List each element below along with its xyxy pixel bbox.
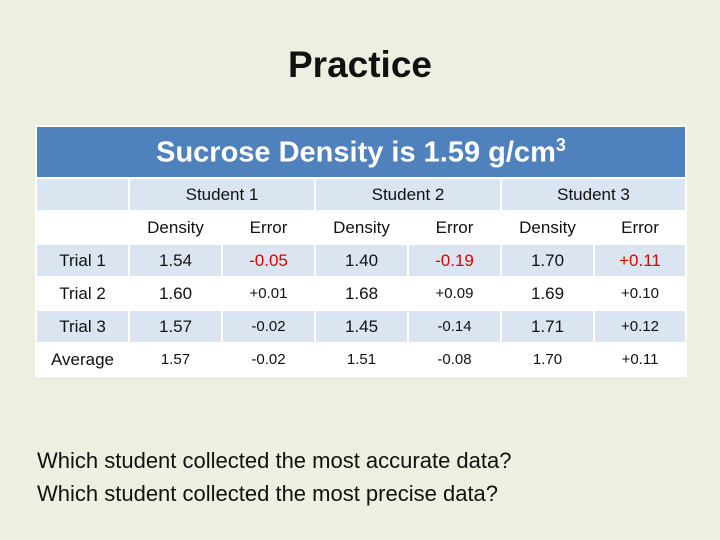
error-cell: -0.02	[221, 309, 316, 344]
sub-header: Density	[500, 210, 595, 245]
slide-title: Practice	[288, 44, 432, 85]
error-cell: -0.19	[407, 243, 502, 278]
row-label: Trial 3	[35, 309, 130, 344]
table-row: Average 1.57 -0.02 1.51 -0.08 1.70 +0.11	[35, 342, 687, 377]
table-row: Trial 1 1.54 -0.05 1.40 -0.19 1.70 +0.11	[35, 243, 687, 278]
empty-corner	[35, 210, 130, 245]
density-cell: 1.60	[128, 276, 223, 311]
density-cell: 1.71	[500, 309, 595, 344]
table-header: Sucrose Density is 1.59 g/cm3	[35, 125, 687, 179]
row-label: Trial 1	[35, 243, 130, 278]
error-cell: -0.08	[407, 342, 502, 377]
student-1-header: Student 1	[128, 177, 316, 212]
density-cell: 1.54	[128, 243, 223, 278]
error-cell: +0.09	[407, 276, 502, 311]
density-cell: 1.51	[314, 342, 409, 377]
density-cell: 1.45	[314, 309, 409, 344]
sub-header: Error	[593, 210, 687, 245]
error-cell: +0.12	[593, 309, 687, 344]
density-cell: 1.40	[314, 243, 409, 278]
error-cell: -0.02	[221, 342, 316, 377]
sub-header: Error	[407, 210, 502, 245]
density-cell: 1.70	[500, 342, 595, 377]
error-cell: +0.11	[593, 243, 687, 278]
students-row: Student 1 Student 2 Student 3	[35, 177, 687, 212]
density-cell: 1.68	[314, 276, 409, 311]
empty-corner	[35, 177, 130, 212]
row-label: Average	[35, 342, 130, 377]
questions: Which student collected the most accurat…	[37, 444, 511, 510]
sub-header: Density	[314, 210, 409, 245]
student-2-header: Student 2	[314, 177, 502, 212]
sub-header: Error	[221, 210, 316, 245]
density-cell: 1.69	[500, 276, 595, 311]
question-precision: Which student collected the most precise…	[37, 481, 499, 506]
row-label: Trial 2	[35, 276, 130, 311]
question-accuracy: Which student collected the most accurat…	[37, 448, 512, 473]
student-3-header: Student 3	[500, 177, 687, 212]
table-row: Trial 2 1.60 +0.01 1.68 +0.09 1.69 +0.10	[35, 276, 687, 311]
density-table: Sucrose Density is 1.59 g/cm3 Student 1 …	[35, 125, 687, 377]
table-header-text: Sucrose Density is 1.59 g/cm	[156, 136, 556, 169]
density-cell: 1.70	[500, 243, 595, 278]
error-cell: +0.10	[593, 276, 687, 311]
error-cell: +0.11	[593, 342, 687, 377]
error-cell: -0.14	[407, 309, 502, 344]
table-header-superscript: 3	[555, 134, 566, 155]
error-cell: +0.01	[221, 276, 316, 311]
error-cell: -0.05	[221, 243, 316, 278]
subheader-row: Density Error Density Error Density Erro…	[35, 210, 687, 245]
sub-header: Density	[128, 210, 223, 245]
density-cell: 1.57	[128, 309, 223, 344]
density-cell: 1.57	[128, 342, 223, 377]
table-row: Trial 3 1.57 -0.02 1.45 -0.14 1.71 +0.12	[35, 309, 687, 344]
